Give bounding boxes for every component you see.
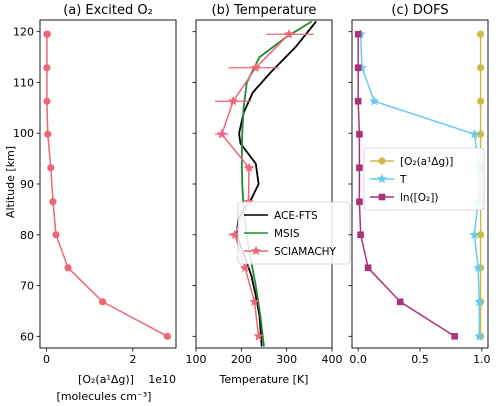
legend-box xyxy=(363,147,485,211)
dofs-series-2-point xyxy=(369,96,380,106)
temperature-series-3-point xyxy=(240,262,250,272)
y-tick-label: 100 xyxy=(13,127,34,140)
temperature-series-2-line xyxy=(240,20,313,347)
dofs-series-2-point xyxy=(474,296,485,306)
y-tick-label: 70 xyxy=(20,280,34,293)
axes-frame xyxy=(195,19,333,349)
excited-o2-series-1-point xyxy=(47,164,55,172)
x-tick-label: 300 xyxy=(276,353,297,366)
excited-o2-series-1-point xyxy=(49,198,57,206)
dofs-series-2-point xyxy=(474,331,485,341)
excited-o2-series-1-point xyxy=(99,298,107,306)
legend-swatch-marker xyxy=(378,193,386,201)
dofs-series-3-point xyxy=(356,164,363,172)
x-axis-label: Temperature [K] xyxy=(219,373,309,386)
legend-label: T xyxy=(399,174,407,186)
x-axis-label-line1: [O₂(a¹Δg)] xyxy=(78,373,134,386)
plot-area xyxy=(43,30,171,340)
axes-frame xyxy=(351,19,489,349)
dofs-series-3-point xyxy=(354,30,362,38)
temperature-series-3-point xyxy=(216,129,227,139)
plot-area xyxy=(354,29,485,341)
x-tick-label: 100 xyxy=(186,353,207,366)
panel-title: (a) Excited O₂ xyxy=(63,3,153,18)
y-tick-label: 110 xyxy=(13,76,34,89)
temperature-series-3-point xyxy=(250,62,261,72)
plot-area xyxy=(215,20,317,347)
legend-label: MSIS xyxy=(274,228,300,240)
y-tick-label: 80 xyxy=(20,229,34,242)
y-tick-label: 90 xyxy=(20,178,34,191)
temperature-series-1-line xyxy=(235,20,317,347)
excited-o2-series-1-point xyxy=(43,64,51,72)
dofs-series-3-point xyxy=(451,333,458,340)
temperature-series-3-point xyxy=(249,296,260,306)
legend-swatch-marker xyxy=(378,157,386,165)
dofs-series-3-line xyxy=(357,34,456,337)
dofs-series-3-point xyxy=(356,130,363,138)
x-tick-label: 200 xyxy=(231,353,252,366)
y-tick-label: 120 xyxy=(13,26,34,39)
legend-label: SCIAMACHY xyxy=(274,246,337,258)
legend-label: ACE-FTS xyxy=(274,210,318,222)
excited-o2-series-1-point xyxy=(43,30,51,38)
dofs-series-3-point xyxy=(354,97,362,105)
x-tick-label: 0 xyxy=(43,353,50,366)
panel-temperature: 100 200 300 400 (b) Temperature Temperature [… xyxy=(186,3,351,386)
offset-text: 1e10 xyxy=(148,373,176,386)
excited-o2-series-1-point xyxy=(43,97,51,105)
x-tick-label: 0.5 xyxy=(411,353,429,366)
dofs-series-1-point xyxy=(476,64,485,72)
panel-title: (c) DOFS xyxy=(391,3,448,18)
excited-o2-series-1-point xyxy=(52,231,60,239)
y-axis-label: Altitude [km] xyxy=(4,146,17,218)
x-tick-label: 2 xyxy=(129,353,136,366)
dofs-series-3-point xyxy=(396,298,404,306)
dofs-series-1-point xyxy=(476,30,485,38)
x-tick-label: 0.0 xyxy=(349,353,367,366)
dofs-series-2-point xyxy=(469,129,480,139)
temperature-series-3-point xyxy=(244,162,254,172)
panel-title: (b) Temperature xyxy=(212,3,317,18)
dofs-series-3-point xyxy=(357,231,364,239)
legend-swatch-marker xyxy=(377,173,387,184)
legend-label: [O₂(a¹Δg)] xyxy=(400,156,453,168)
temperature-series-3-point xyxy=(230,229,240,239)
dofs-series-1-point xyxy=(476,231,485,239)
dofs-series-1-point xyxy=(476,97,485,105)
temperature-series-3-point xyxy=(228,96,239,106)
legend-label: ln([O₂]) xyxy=(400,192,438,204)
excited-o2-series-1-point xyxy=(163,332,171,340)
excited-o2-series-1-point xyxy=(64,264,72,272)
legend-swatch-marker xyxy=(251,245,261,256)
temperature-series-3-line xyxy=(220,33,290,337)
temperature-series-3-point xyxy=(253,331,264,341)
panel-dofs: 0.0 0.5 1.0 (c) DOFS [O₂(a¹Δg)] Tln([O₂]) xyxy=(348,3,491,366)
x-tick-label: 400 xyxy=(322,353,343,366)
dofs-series-3-point xyxy=(364,264,372,272)
excited-o2-series-1-line xyxy=(46,33,168,337)
dofs-series-2-point xyxy=(469,229,480,239)
y-tick-label: 60 xyxy=(20,330,34,343)
axes-frame xyxy=(39,19,177,349)
dofs-series-2-point xyxy=(356,62,367,72)
temperature-series-3-point xyxy=(284,29,294,39)
legend-box xyxy=(237,201,351,265)
dofs-series-1-point xyxy=(476,130,485,138)
panel-excited-o2: 60 70 80 90 100 110 120 0 2 (a) Excited O₂ [O₂(a¹Δ… xyxy=(13,3,177,403)
x-tick-label: 1.0 xyxy=(473,353,491,366)
dofs-series-3-point xyxy=(354,64,362,72)
dofs-series-2-point xyxy=(473,262,484,272)
excited-o2-series-1-point xyxy=(44,130,52,138)
dofs-series-3-point xyxy=(356,198,363,206)
x-axis-label-line2: [molecules cm⁻³] xyxy=(57,390,152,403)
